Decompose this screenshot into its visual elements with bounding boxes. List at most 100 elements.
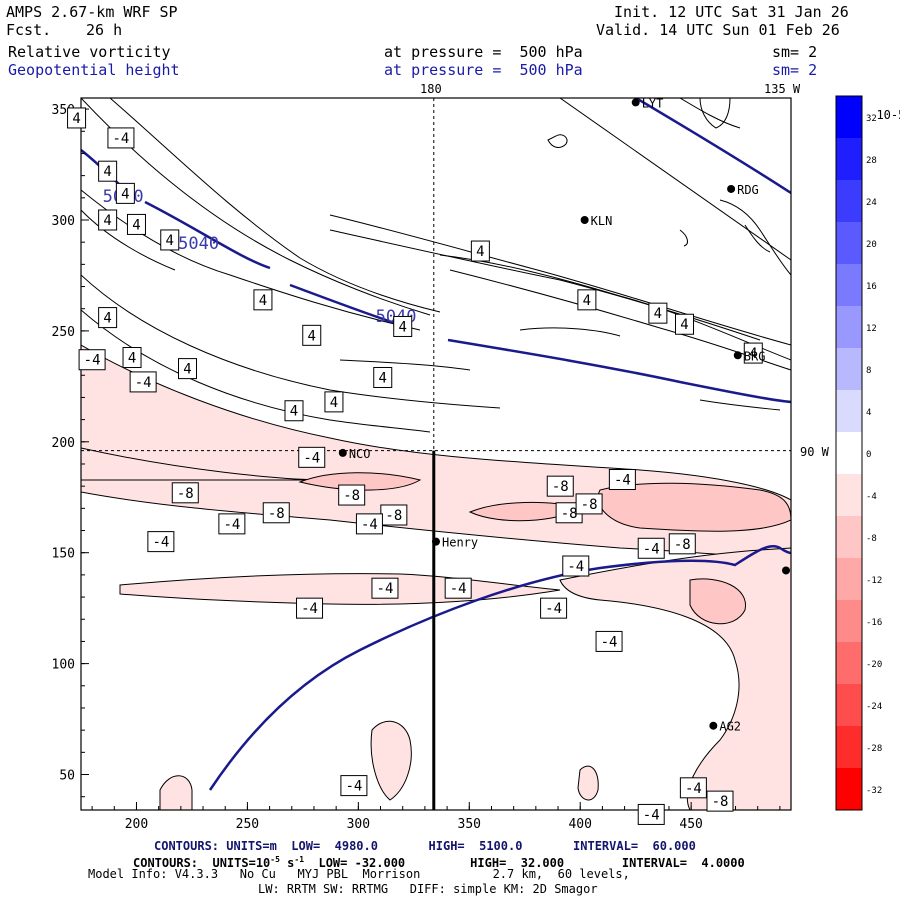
valid-time: Valid. 14 UTC Sun 01 Feb 26 <box>596 21 840 39</box>
colorbar-label: -8 <box>866 534 877 544</box>
svg-text:4: 4 <box>103 311 111 327</box>
svg-text:BRG: BRG <box>744 349 766 363</box>
svg-text:4: 4 <box>399 319 407 335</box>
field-vorticity-level: at pressure = 500 hPa <box>384 43 583 61</box>
colorbar-label: 16 <box>866 282 877 292</box>
colorbar-label: 8 <box>866 366 871 376</box>
svg-text:4: 4 <box>379 370 387 386</box>
vorticity-label: -8 <box>546 475 574 497</box>
svg-text:-4: -4 <box>643 541 660 557</box>
colorbar-label: -28 <box>866 744 882 754</box>
svg-text:RDG: RDG <box>737 183 759 197</box>
svg-text:-4: -4 <box>301 601 318 617</box>
vorticity-label: -4 <box>679 777 707 799</box>
vorticity-label: 4 <box>253 289 273 311</box>
forecast-hours: 26 h <box>86 21 123 39</box>
station-henry: Henry <box>432 536 478 550</box>
height-contour-info: CONTOURS: UNITS=m LOW= 4980.0 HIGH= 5100… <box>154 839 696 853</box>
svg-text:-8: -8 <box>343 488 360 504</box>
svg-text:4: 4 <box>680 317 688 333</box>
svg-text:-4: -4 <box>685 781 702 797</box>
svg-text:4: 4 <box>476 244 484 260</box>
y-tick-label: 150 <box>52 547 75 562</box>
svg-text:4: 4 <box>308 328 316 344</box>
colorbar-segment <box>836 222 862 265</box>
svg-text:-4: -4 <box>345 779 362 795</box>
colorbar-segment <box>836 306 862 349</box>
corner-label: 135 W <box>764 82 801 96</box>
x-tick-label: 450 <box>679 817 702 832</box>
vorticity-label: -8 <box>171 482 199 504</box>
colorbar-segment <box>836 768 862 811</box>
station-brg: BRG <box>733 349 766 363</box>
svg-text:-8: -8 <box>385 508 402 524</box>
colorbar-segment <box>836 516 862 559</box>
colorbar-segment <box>836 390 862 433</box>
meridian-label: 180 <box>420 82 442 96</box>
svg-text:-4: -4 <box>84 353 101 369</box>
parallel-label: 90 W <box>800 445 829 459</box>
vorticity-label: 4 <box>98 307 118 329</box>
colorbar-segment <box>836 432 862 475</box>
svg-text:-4: -4 <box>614 473 631 489</box>
vorticity-label: -8 <box>262 502 290 524</box>
vorticity-label: -4 <box>595 630 623 652</box>
vorticity-label: -4 <box>107 127 135 149</box>
colorbar-segment <box>836 558 862 601</box>
vorticity-label: 4 <box>160 229 180 251</box>
colorbar-segment <box>836 642 862 685</box>
vorticity-label: 4 <box>675 313 694 335</box>
coastline <box>547 98 791 276</box>
colorbar-label: 20 <box>866 240 877 250</box>
vorticity-label: -4 <box>637 537 665 559</box>
vorticity-label: 4 <box>577 289 597 311</box>
vorticity-label: 4 <box>178 358 197 380</box>
colorbar-segment <box>836 348 862 391</box>
vorticity-label: -4 <box>562 555 590 577</box>
vorticity-label: -4 <box>340 775 368 797</box>
colorbar-label: 24 <box>866 198 877 208</box>
vorticity-label: -8 <box>380 504 408 526</box>
svg-text:4: 4 <box>290 404 298 420</box>
field-height-smoothing: sm= 2 <box>772 61 818 79</box>
vorticity-label: -4 <box>608 469 636 491</box>
vorticity-label: 4 <box>393 315 413 337</box>
map-features <box>81 98 791 810</box>
svg-text:4: 4 <box>166 233 174 249</box>
vorticity-label: -4 <box>296 597 324 619</box>
model-info: Model Info: V4.3.3 No Cu MYJ PBL Morriso… <box>88 867 630 881</box>
svg-text:-8: -8 <box>581 497 598 513</box>
vorticity-label: 4 <box>373 366 393 388</box>
svg-text:-4: -4 <box>135 375 152 391</box>
svg-text:-8: -8 <box>561 506 578 522</box>
x-tick-label: 350 <box>458 817 481 832</box>
field-height-level: at pressure = 500 hPa <box>384 61 583 79</box>
colorbar-label: 32 <box>866 114 877 124</box>
colorbar-label: 28 <box>866 156 877 166</box>
vorticity-shading-patch <box>577 765 599 801</box>
svg-text:-4: -4 <box>113 131 130 147</box>
svg-text:-4: -4 <box>303 450 320 466</box>
svg-text:4: 4 <box>583 293 591 309</box>
vorticity-label: 4 <box>98 160 118 182</box>
field-vorticity-smoothing: sm= 2 <box>772 43 818 61</box>
svg-text:4: 4 <box>749 346 757 362</box>
colorbar-label: -24 <box>866 702 882 712</box>
vorticity-label: -4 <box>218 513 246 535</box>
vorticity-label: -8 <box>575 493 603 515</box>
vorticity-label: -4 <box>147 531 175 553</box>
colorbar-segment <box>836 138 862 181</box>
y-tick-label: 250 <box>52 325 75 340</box>
colorbar-segment <box>836 726 862 769</box>
colorbar-label: 4 <box>866 408 871 418</box>
svg-text:4: 4 <box>103 164 111 180</box>
colorbar-title: 10-5 s-1 <box>876 108 900 122</box>
svg-text:4: 4 <box>654 306 662 322</box>
field-vorticity: Relative vorticity <box>8 43 171 61</box>
colorbar-segment <box>836 600 862 643</box>
svg-text:4: 4 <box>132 217 140 233</box>
svg-text:-8: -8 <box>674 537 691 553</box>
vorticity-label: 4 <box>126 213 146 235</box>
vorticity-shading-patch <box>159 775 193 810</box>
